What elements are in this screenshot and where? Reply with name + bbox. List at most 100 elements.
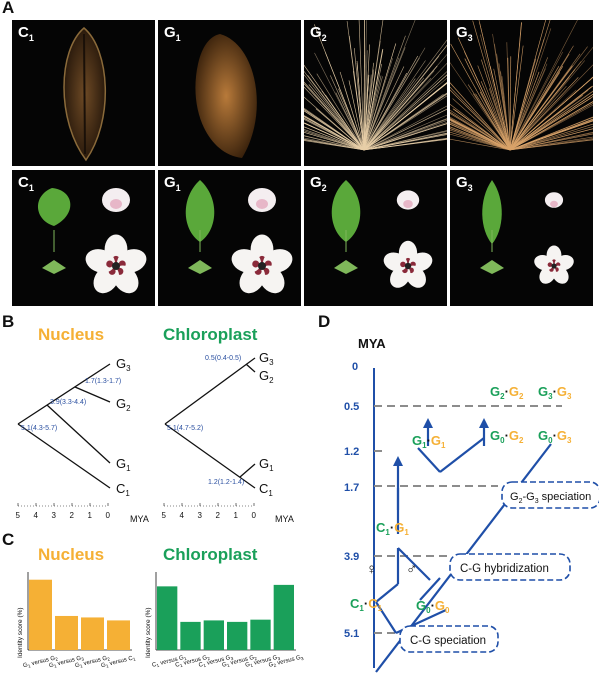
bar-label: G1 versus C1 bbox=[101, 655, 137, 670]
panel-b-trees: Nucleus Chloroplast G3 G2 G1 C1 1.7(1.3-… bbox=[16, 325, 294, 524]
axis-tick-label: 4 bbox=[34, 511, 39, 520]
time-tick-17: 1.7 bbox=[344, 482, 359, 494]
mya-axis-unit: MYA bbox=[275, 514, 294, 524]
chloroplast-tree-branches bbox=[164, 357, 256, 489]
photo-flower-g1: G1 bbox=[158, 170, 301, 306]
mya-axis-unit: MYA bbox=[130, 514, 149, 524]
leaf-flower-g3-graphic bbox=[480, 180, 574, 284]
chloroplast-tree-title: Chloroplast bbox=[163, 325, 258, 344]
photo-label: G2 bbox=[310, 24, 327, 43]
chloroplast-node-label: 0.5(0.4-0.5) bbox=[205, 355, 241, 362]
photo-label: G1 bbox=[164, 24, 181, 43]
mya-axis-nucleus: 5 4 3 2 1 0 bbox=[16, 503, 111, 520]
genome-g3g3: G3·G3 bbox=[538, 384, 572, 401]
nucleus-tip-g2: G2 bbox=[116, 396, 131, 413]
nucleus-tip-g3: G3 bbox=[116, 356, 131, 373]
bar bbox=[203, 620, 224, 650]
photo-label: C1 bbox=[18, 24, 34, 43]
nucleus-bar-title: Nucleus bbox=[38, 545, 104, 564]
nucleus-tree-title: Nucleus bbox=[38, 325, 104, 344]
time-tick-51: 5.1 bbox=[344, 628, 359, 640]
seed-g1-graphic bbox=[195, 34, 257, 158]
photo-seed-g3: G3 bbox=[450, 20, 593, 166]
panel-c-bars: Nucleus Chloroplast Identity score (%) I… bbox=[17, 545, 305, 670]
time-tick-12: 1.2 bbox=[344, 446, 359, 458]
photo-flower-g3: G3 bbox=[450, 170, 593, 306]
genome-g0g0: G0·G0 bbox=[416, 598, 450, 615]
seed-c1-graphic bbox=[63, 27, 107, 162]
photo-label: G3 bbox=[456, 174, 473, 193]
bar-label: C1 versus G1 bbox=[152, 654, 188, 669]
photo-label: G2 bbox=[310, 174, 327, 193]
event-cg-hybridization: C-G hybridization bbox=[449, 553, 571, 581]
chloroplast-tip-g1: G1 bbox=[259, 456, 274, 473]
panel-d-letter: D bbox=[318, 312, 331, 331]
axis-tick-label: 0 bbox=[252, 511, 257, 520]
axis-tick-label: 5 bbox=[16, 511, 21, 520]
bar bbox=[180, 621, 201, 650]
bar-label: G1 versus G2 bbox=[222, 654, 258, 669]
bar-label: C1 versus G3 bbox=[198, 654, 234, 669]
axis-tick-label: 1 bbox=[234, 511, 239, 520]
axis-tick-label: 3 bbox=[198, 511, 203, 520]
bar bbox=[250, 619, 271, 650]
bar bbox=[157, 586, 178, 650]
nucleus-tree-branches bbox=[17, 363, 111, 489]
genome-g0g2: G0·G2 bbox=[490, 428, 524, 445]
axis-tick-label: 3 bbox=[52, 511, 57, 520]
axis-tick-label: 5 bbox=[162, 511, 167, 520]
chloroplast-node-label: 5.1(4.7-5.2) bbox=[167, 425, 203, 432]
event-cg-speciation: C-G speciation bbox=[399, 625, 499, 653]
chloroplast-bar-title: Chloroplast bbox=[163, 545, 258, 564]
seed-g2-graphic bbox=[304, 20, 447, 151]
time-dashed-lines bbox=[374, 405, 562, 634]
chloroplast-tip-g2: G2 bbox=[259, 368, 274, 385]
axis-tick-label: 2 bbox=[216, 511, 221, 520]
nucleus-node-label: 5.1(4.3-5.7) bbox=[21, 425, 57, 432]
genome-g0g3: G0·G3 bbox=[538, 428, 572, 445]
photo-label: C1 bbox=[18, 174, 34, 193]
nucleus-node-label: 1.7(1.3-1.7) bbox=[85, 378, 121, 385]
panel-b-letter: B bbox=[2, 312, 15, 331]
svg-text:C-G speciation: C-G speciation bbox=[410, 635, 486, 647]
bar bbox=[29, 579, 52, 650]
seed-g3-graphic bbox=[450, 20, 593, 151]
leaf-flower-c1-graphic bbox=[37, 188, 147, 294]
bar-label: G1 versus G2 bbox=[23, 655, 59, 670]
chloroplast-tip-g3: G3 bbox=[259, 350, 274, 367]
panel-c-letter: C bbox=[2, 530, 15, 549]
photo-flower-c1: C1 bbox=[12, 170, 155, 306]
time-tick-39: 3.9 bbox=[344, 551, 359, 563]
axis-tick-label: 2 bbox=[70, 511, 75, 520]
nucleus-bar-ylabel: Identity score (%) bbox=[17, 607, 24, 658]
axis-tick-label: 0 bbox=[106, 511, 111, 520]
bar-label: G1 versus G2 bbox=[75, 655, 111, 670]
time-tick-0: 0 bbox=[352, 361, 358, 373]
photo-seed-g2: G2 bbox=[304, 20, 447, 166]
mya-axis-title: MYA bbox=[358, 336, 386, 351]
bar bbox=[81, 617, 104, 650]
chloroplast-tip-c1: C1 bbox=[259, 481, 273, 498]
mya-axis-chloroplast: 5 4 3 2 1 0 bbox=[162, 503, 257, 520]
bar bbox=[273, 584, 294, 650]
female-symbol: ♀ bbox=[366, 561, 377, 578]
chloroplast-bar-ylabel: Identity score (%) bbox=[145, 607, 152, 658]
genome-labels: G2·G2 G3·G3 G1·G1 G0·G2 G0·G3 C1·G1 C1·C1 G0·G0 bbox=[350, 384, 572, 615]
photo-label: G1 bbox=[164, 174, 181, 193]
leaf-flower-g2-graphic bbox=[331, 180, 433, 288]
bar bbox=[107, 620, 130, 650]
axis-tick-label: 4 bbox=[180, 511, 185, 520]
lineage-arrows bbox=[393, 418, 489, 510]
bar-label: G1 versus G3 bbox=[245, 654, 281, 669]
time-tick-05: 0.5 bbox=[344, 401, 359, 413]
axis-tick-label: 1 bbox=[88, 511, 93, 520]
svg-text:C-G hybridization: C-G hybridization bbox=[460, 563, 549, 575]
bar bbox=[55, 615, 78, 650]
nucleus-node-label: 3.9(3.3-4.4) bbox=[50, 399, 86, 406]
panel-a-letter: A bbox=[2, 0, 15, 17]
bar-label: G2 versus G3 bbox=[268, 654, 304, 669]
bar-label: G1 versus G3 bbox=[49, 655, 85, 670]
genome-g1g1: G1·G1 bbox=[412, 433, 446, 450]
